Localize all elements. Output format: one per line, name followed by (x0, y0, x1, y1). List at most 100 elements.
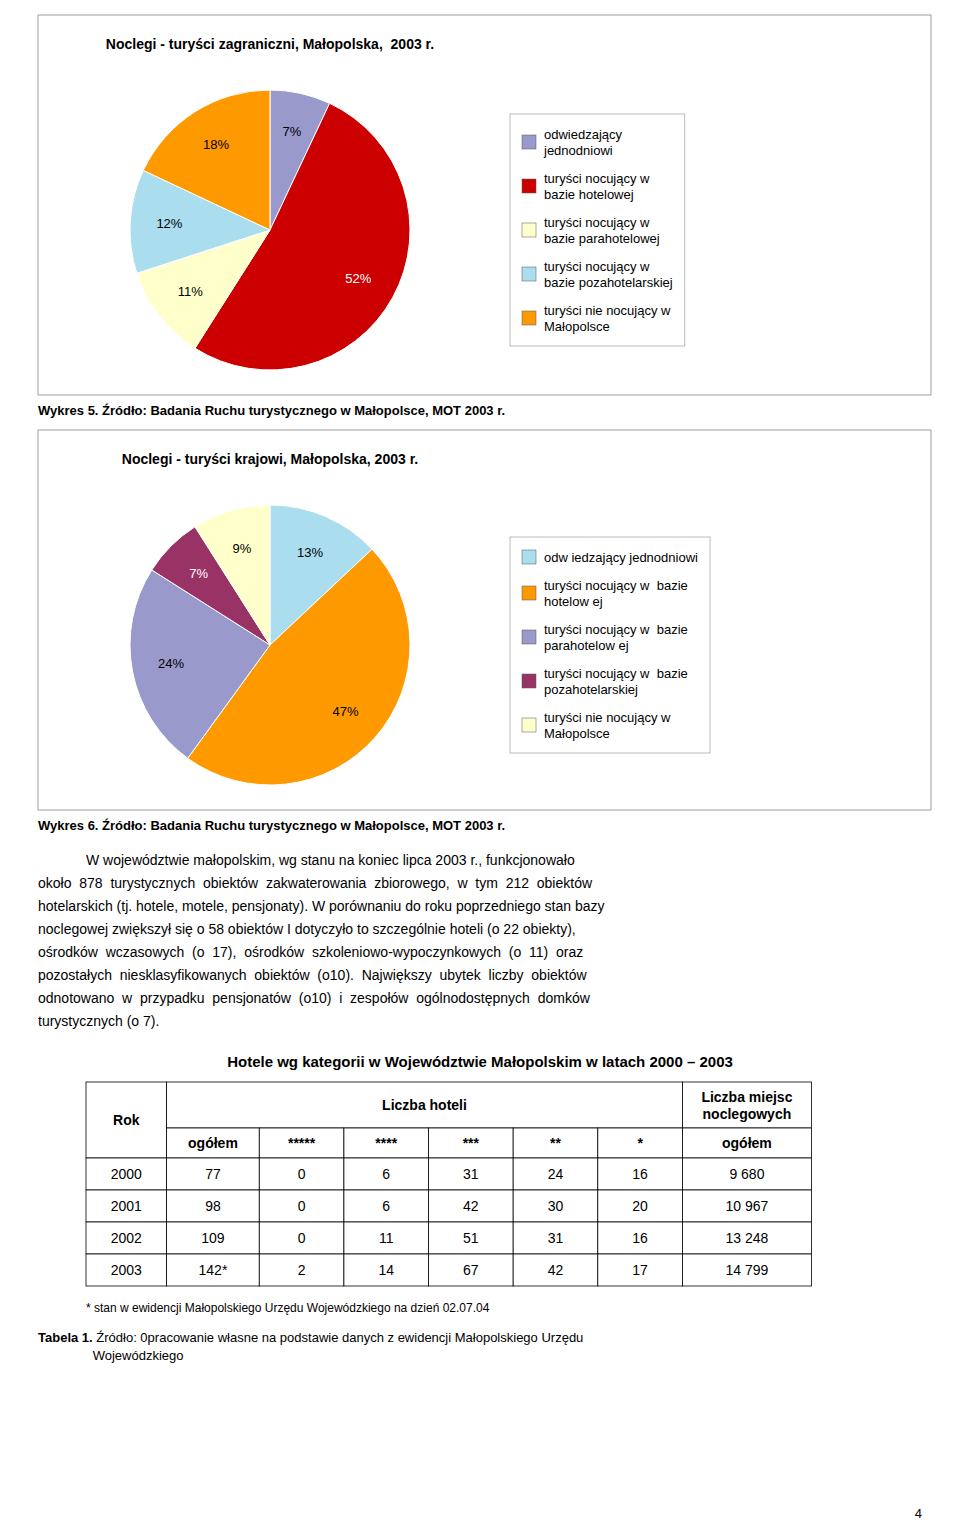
body-line: ośrodków wczasowych (o 17), ośrodków szk… (38, 944, 583, 960)
text-line: ogółem (722, 1135, 772, 1151)
text-line: turyści nocujący w bazie (544, 578, 688, 593)
text-line: 42 (463, 1198, 479, 1214)
table-header: **** (375, 1135, 397, 1151)
chart-frame (38, 430, 931, 810)
pie: 7%52%11%12%18% (130, 90, 410, 370)
table-cell (598, 1254, 683, 1286)
table-cell (86, 1158, 167, 1190)
chart-frame (38, 15, 931, 395)
table-text: 2000 (111, 1166, 142, 1182)
legend: odw iedzający jednodniowituryści nocując… (510, 537, 710, 753)
legend-swatch (522, 674, 536, 688)
text-line: Liczba hoteli (382, 1097, 467, 1113)
table-header: * (637, 1135, 643, 1151)
table-cell (259, 1128, 344, 1158)
table-text: 17 (632, 1262, 648, 1278)
table-cell (344, 1222, 429, 1254)
text-line: 16 (632, 1230, 648, 1246)
page: Noclegi - turyści zagraniczni, Małopolsk… (0, 0, 960, 1533)
text-line: turyści nocujący w (544, 259, 650, 274)
body-line: turystycznych (o 7). (38, 1013, 159, 1029)
text-line: Źródło: 0pracowanie własne na podstawie … (93, 1330, 584, 1345)
caption-text: Źródło: Badania Ruchu turystycznego w Ma… (98, 403, 505, 418)
legend-entry: turyści nocujący w baziepozahotelarskiej (544, 666, 688, 697)
legend-entry: odwiedzającyjednodniowi (543, 127, 623, 158)
text-line: 2001 (111, 1198, 142, 1214)
text-line: 9 680 (729, 1166, 764, 1182)
legend-swatch (522, 311, 536, 325)
caption-label: Wykres 6. (38, 818, 98, 833)
legend-entry: turyści nocujący w baziehotelow ej (544, 578, 688, 609)
table-cell (513, 1222, 598, 1254)
legend-swatch (522, 223, 536, 237)
chart-title: Noclegi - turyści zagraniczni, Małopolsk… (106, 36, 434, 52)
table-cell (682, 1254, 811, 1286)
text-line: bazie hotelowej (544, 187, 634, 202)
text-line: turyści nocujący w bazie (544, 622, 688, 637)
legend: odwiedzającyjednodniowi turyści nocujący … (510, 114, 685, 346)
table-text: 109 (201, 1230, 225, 1246)
body-line: noclegowej zwiększył się o 58 obiektów I… (38, 921, 576, 937)
table-text: 2003 (111, 1262, 142, 1278)
table-header: Rok (113, 1112, 140, 1128)
text-line: Rok (113, 1112, 140, 1128)
data-label: 13% (297, 545, 323, 560)
body-line: pozostałych niesklasyfikowanych obiektów… (38, 967, 587, 983)
table-cell (598, 1222, 683, 1254)
table-cell (344, 1128, 429, 1158)
data-label: 11% (178, 284, 203, 299)
text-line: 30 (548, 1198, 564, 1214)
data-label: 12% (156, 216, 182, 231)
text-line: 109 (201, 1230, 225, 1246)
legend-entry: turyści nocujący wbazie parahotelowej (544, 215, 660, 246)
table-text: 9 680 (729, 1166, 764, 1182)
table-header: *** (463, 1135, 480, 1151)
table-cell (598, 1158, 683, 1190)
table-cell (344, 1254, 429, 1286)
text-line: jednodniowi (543, 143, 613, 158)
text-line: 14 (378, 1262, 394, 1278)
text-line: bazie parahotelowej (544, 231, 660, 246)
table-cell (682, 1222, 811, 1254)
text-line: hotelow ej (544, 594, 603, 609)
text-line: turyści nie nocujący w (544, 303, 671, 318)
table-text: 31 (463, 1166, 479, 1182)
text-line: ***** (288, 1135, 316, 1151)
table-cell (513, 1190, 598, 1222)
table-text: 77 (205, 1166, 221, 1182)
table-cell (429, 1254, 514, 1286)
legend-swatch (522, 550, 536, 564)
table-text: 11 (379, 1230, 394, 1246)
text-line: 14 799 (726, 1262, 769, 1278)
source-text: Źródło: 0pracowanie własne na podstawie … (93, 1330, 584, 1363)
caption-text: Źródło: Badania Ruchu turystycznego w Ma… (98, 818, 505, 833)
table-text: 24 (548, 1166, 564, 1182)
table-text: 51 (463, 1230, 479, 1246)
text-line: bazie pozahotelarskiej (544, 275, 673, 290)
table-text: 0 (298, 1166, 306, 1182)
text-line: 0 (298, 1166, 306, 1182)
table-text: 16 (632, 1166, 648, 1182)
legend-frame (510, 114, 685, 346)
body-line: około 878 turystycznych obiektów zakwate… (38, 875, 593, 891)
chart: Noclegi - turyści krajowi, Małopolska, 2… (38, 430, 931, 810)
text-line: 24 (548, 1166, 564, 1182)
text-line: turyści nie nocujący w (544, 710, 671, 725)
table-cell (259, 1158, 344, 1190)
table-cell (86, 1254, 167, 1286)
table-header: ** (550, 1135, 561, 1151)
text-line: Małopolsce (544, 319, 610, 334)
text-line: 10 967 (726, 1198, 769, 1214)
text-line: 2 (298, 1262, 306, 1278)
legend-swatch (522, 718, 536, 732)
text-line: odwiedzający (544, 127, 623, 142)
legend-entry: turyści nocujący wbazie pozahotelarskiej (544, 259, 673, 290)
text-line: 16 (632, 1166, 648, 1182)
footnote: * stan w ewidencji Małopolskiego Urzędu … (86, 1301, 490, 1315)
table-text: 42 (548, 1262, 564, 1278)
table-header: Liczba hoteli (382, 1097, 467, 1113)
table-cell (86, 1190, 167, 1222)
table-text: 13 248 (726, 1230, 769, 1246)
legend-entry: turyści nocujący w bazieparahotelow ej (544, 622, 688, 653)
text-line: 31 (463, 1166, 479, 1182)
